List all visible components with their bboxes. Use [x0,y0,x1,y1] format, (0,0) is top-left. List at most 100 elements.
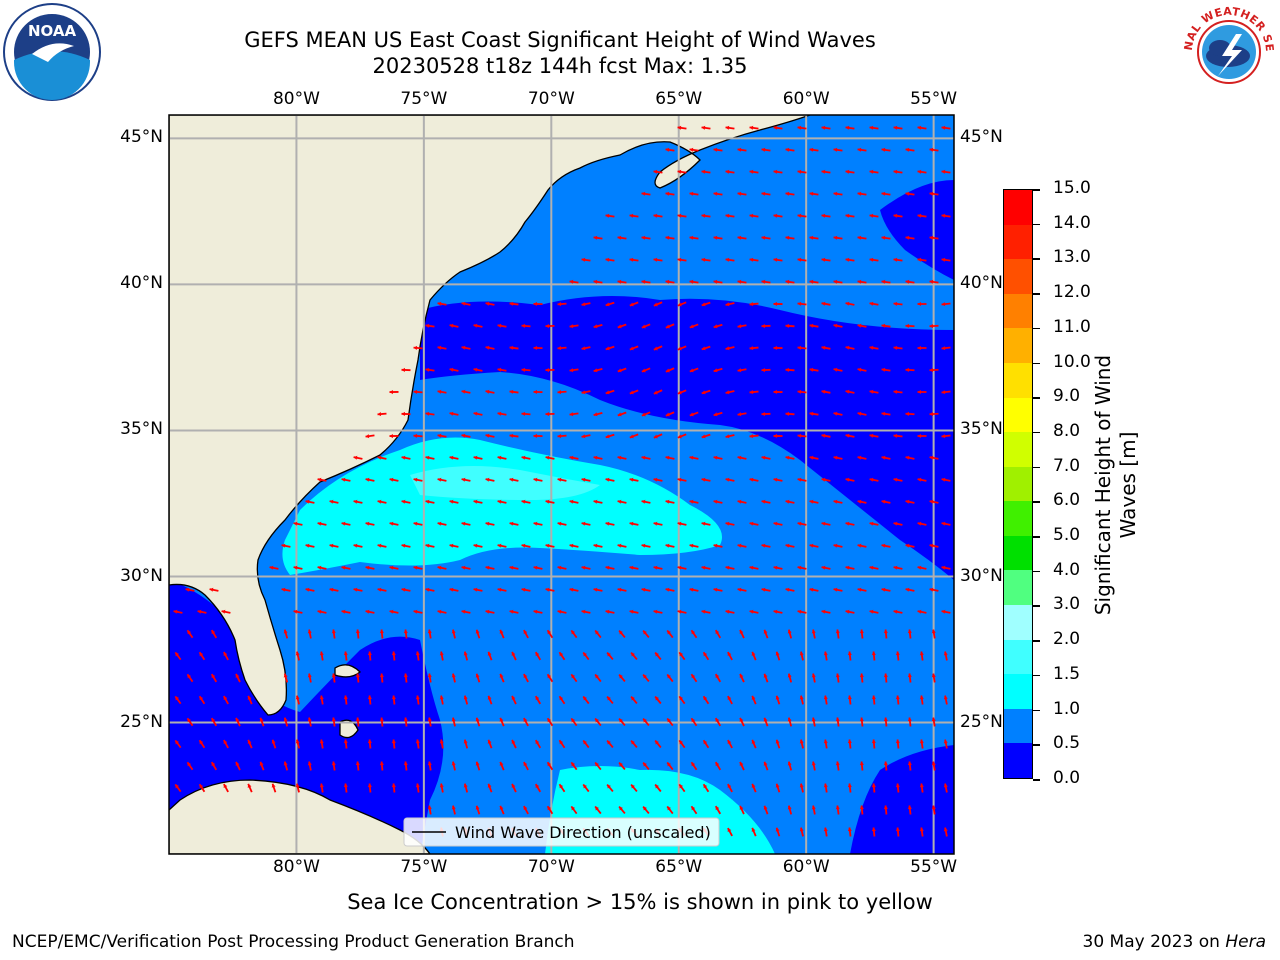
wave-direction-arrowhead [847,695,852,700]
wave-direction-arrowhead [701,169,706,174]
wave-direction-arrowhead [415,739,420,744]
latitude-label-left: 30°N [120,565,163,586]
wave-direction-arrowhead [439,783,444,788]
colorbar-tick-label: 9.0 [1053,386,1081,407]
wave-direction-arrowhead [797,125,802,130]
forecast-subtitle: 20230528 t18z 144h fcst Max: 1.35 [372,54,748,78]
wave-direction-arrowhead [235,673,240,678]
wave-direction-arrowhead [677,257,682,262]
wave-direction-arrowhead [667,806,671,811]
wave-direction-arrowhead [341,521,346,526]
wave-direction-arrowhead [905,587,910,592]
wave-direction-arrowhead [535,740,540,745]
wave-direction-arrowhead [667,630,671,635]
wave-direction-arrowhead [785,367,790,372]
wave-direction-arrowhead [377,412,382,417]
wave-direction-arrowhead [439,651,444,656]
wave-direction-arrowhead [881,191,886,196]
wave-direction-arrowhead [809,191,814,196]
wave-direction-arrowhead [581,257,586,262]
wave-direction-arrowhead [617,543,622,548]
wave-direction-arrowhead [943,827,948,832]
wave-direction-arrowhead [871,695,876,700]
wave-direction-arrowhead [931,805,936,810]
wave-direction-arrowhead [307,673,312,678]
wave-direction-arrowhead [905,323,910,329]
wave-direction-arrowhead [835,629,840,634]
wave-direction-arrowhead [725,302,730,307]
wave-direction-arrowhead [427,629,432,634]
wave-direction-arrowhead [497,367,502,372]
wave-direction-arrowhead [571,762,576,767]
wave-direction-arrowhead [917,609,922,614]
wave-direction-arrowhead [847,739,852,744]
wave-direction-arrowhead [773,213,778,218]
wave-direction-arrowhead [581,565,586,570]
wave-direction-arrowhead [377,543,382,548]
wave-direction-arrowhead [415,651,420,656]
wave-direction-arrowhead [329,543,334,548]
wave-direction-arrowhead [437,301,442,306]
wave-direction-arrowhead [845,565,850,570]
wave-direction-arrowhead [725,125,730,130]
wave-direction-arrowhead [703,652,708,657]
wave-direction-arrowhead [713,147,718,152]
wave-direction-arrowhead [715,630,720,635]
colorbar-segment [1004,605,1032,640]
wave-direction-arrowhead [857,587,862,592]
wave-direction-arrowhead [413,521,418,526]
wave-direction-arrowhead [209,587,214,592]
wave-direction-arrowhead [749,434,754,439]
bahamas-island [334,664,361,678]
colorbar-tick-label: 11.0 [1053,316,1091,337]
longitude-label-bottom: 60°W [782,857,830,877]
wave-direction-arrowhead [785,587,790,592]
colorbar-tick-label: 12.0 [1053,282,1091,303]
wave-direction-arrowhead [737,412,742,417]
wave-direction-arrowhead [845,609,850,614]
wave-direction-arrowhead [845,477,850,482]
wave-direction-arrowhead [547,762,552,767]
longitude-label-bottom: 55°W [910,857,958,877]
wave-direction-arrowhead [533,565,538,570]
wave-direction-arrowhead [401,587,406,592]
wave-direction-arrowhead [811,805,816,810]
wave-direction-arrowhead [593,235,598,240]
colorbar-tick-mark [1033,709,1040,712]
wave-direction-arrowhead [187,718,192,723]
wave-direction-arrowhead [785,147,790,152]
wave-direction-arrowhead [581,609,586,614]
wave-direction-arrowhead [785,235,790,240]
wave-direction-arrowhead [497,587,502,592]
wave-direction-arrowhead [833,235,838,240]
wave-direction-arrowhead [473,411,478,416]
wave-direction-arrowhead [437,609,442,614]
wave-direction-arrowhead [509,345,514,350]
wave-direction-arrowhead [751,695,756,700]
wave-direction-arrowhead [941,390,946,395]
wave-direction-arrowhead [643,718,647,723]
wave-direction-arrowhead [521,499,526,504]
wave-direction-arrowhead [319,695,324,700]
wave-direction-arrowhead [737,587,742,592]
wave-direction-arrowhead [617,279,622,284]
wave-direction-arrowhead [749,390,754,395]
wave-direction-arrowhead [929,147,934,152]
wave-direction-arrowhead [437,389,442,394]
wave-direction-arrowhead [859,717,864,722]
colorbar-tick-mark [1033,640,1040,642]
wave-direction-arrowhead [691,762,696,767]
wave-direction-arrowhead [497,455,502,460]
wave-direction-arrowhead [533,609,538,614]
wave-direction-arrowhead [569,412,574,417]
wave-direction-arrowhead [677,477,682,482]
wave-direction-arrowhead [773,301,777,307]
wave-direction-arrowhead [403,761,408,766]
wave-direction-arrowhead [413,609,418,614]
wave-direction-arrowhead [583,696,587,701]
wave-direction-arrowhead [607,784,611,789]
wave-direction-arrowhead [761,191,766,196]
wave-direction-arrowhead [415,783,420,788]
wave-direction-arrowhead [941,213,946,218]
wave-direction-arrowhead [811,629,816,634]
